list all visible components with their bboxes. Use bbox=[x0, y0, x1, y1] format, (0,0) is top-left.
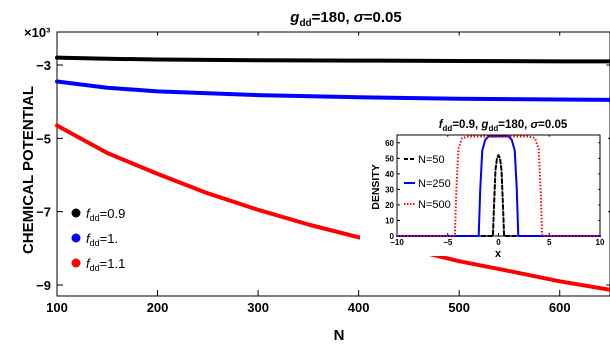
legend-marker-fdd-1.1 bbox=[71, 258, 81, 268]
main-legend: fdd=0.9 fdd=1. fdd=1.1 bbox=[71, 206, 125, 273]
plot-frame bbox=[56, 31, 610, 297]
inset-y-tick-label-30: 30 bbox=[385, 185, 394, 194]
legend-label-fdd-0.9: fdd=0.9 bbox=[86, 206, 125, 223]
main-series-line-2 bbox=[55, 123, 610, 292]
inset-y-tick-label-0: 0 bbox=[390, 232, 395, 241]
main-y-tick-label-3: −3 bbox=[36, 58, 51, 73]
inset-y-tick-label-50: 50 bbox=[385, 154, 394, 163]
inset-legend-label-n500: N=500 bbox=[418, 199, 451, 211]
inset-series-line-n-500 bbox=[397, 135, 600, 237]
inset-y-axis-label: DENSITY bbox=[370, 164, 382, 210]
main-series-line-1 bbox=[55, 79, 610, 102]
inset-x-axis-label: x bbox=[495, 248, 502, 260]
inset-x-tick-label-5: −5 bbox=[443, 238, 453, 247]
main-series-lines bbox=[55, 55, 610, 292]
main-x-tick-label-600: 600 bbox=[549, 300, 571, 315]
inset-series-lines bbox=[396, 135, 601, 237]
legend-label-fdd-1: fdd=1. bbox=[86, 231, 118, 248]
inset-axis-ticks: −10 −5 0 5 10 0 10 20 30 40 50 60 bbox=[385, 135, 605, 247]
inset-legend-label-n250: N=250 bbox=[418, 178, 451, 190]
main-y-tick-label-7: −7 bbox=[36, 205, 51, 220]
y-axis-label: CHEMICAL POTENTIAL bbox=[20, 86, 37, 254]
main-x-tick-label-100: 100 bbox=[46, 300, 68, 315]
inset-y-tick-label-40: 40 bbox=[385, 170, 394, 179]
legend-label-fdd-1.1: fdd=1.1 bbox=[86, 256, 125, 273]
chart-title: gdd=180, σ=0.05 bbox=[289, 9, 401, 29]
main-y-tick-label-9: −9 bbox=[36, 278, 51, 293]
y-multiplier-label: ×10³ bbox=[24, 25, 51, 40]
main-x-tick-label-200: 200 bbox=[147, 300, 169, 315]
inset-series-line-n-250 bbox=[396, 135, 601, 237]
inset-x-tick-label-10: −10 bbox=[390, 238, 404, 247]
inset-y-tick-label-10: 10 bbox=[385, 216, 394, 225]
inset-x-tick-label-10: 10 bbox=[596, 238, 605, 247]
inset-x-tick-label-0: 0 bbox=[496, 238, 501, 247]
main-x-tick-label-500: 500 bbox=[448, 300, 470, 315]
inset-chart: fdd=0.9, gdd=180, σ=0.05 DENSITY x −10 −5… bbox=[360, 108, 608, 260]
inset-background bbox=[360, 108, 608, 256]
main-axis-ticks: 100 200 300 400 500 600−3−5−7−9 bbox=[36, 32, 610, 315]
inset-x-tick-label-5: 5 bbox=[547, 238, 552, 247]
inset-title: fdd=0.9, gdd=180, σ=0.05 bbox=[439, 119, 568, 133]
main-series-line-0 bbox=[55, 55, 610, 64]
main-y-tick-label-5: −5 bbox=[36, 131, 51, 146]
x-axis-label: N bbox=[334, 327, 345, 344]
inset-legend-label-n50: N=50 bbox=[418, 154, 445, 166]
inset-y-tick-label-20: 20 bbox=[385, 201, 394, 210]
main-x-tick-label-400: 400 bbox=[348, 300, 370, 315]
inset-legend: N=50 N=250 N=500 bbox=[404, 154, 451, 211]
inset-y-tick-label-60: 60 bbox=[385, 139, 394, 148]
legend-marker-fdd-0.9 bbox=[71, 208, 81, 218]
inset-series-line-n-50 bbox=[396, 154, 601, 237]
legend-marker-fdd-1 bbox=[71, 233, 81, 243]
main-x-tick-label-300: 300 bbox=[247, 300, 269, 315]
